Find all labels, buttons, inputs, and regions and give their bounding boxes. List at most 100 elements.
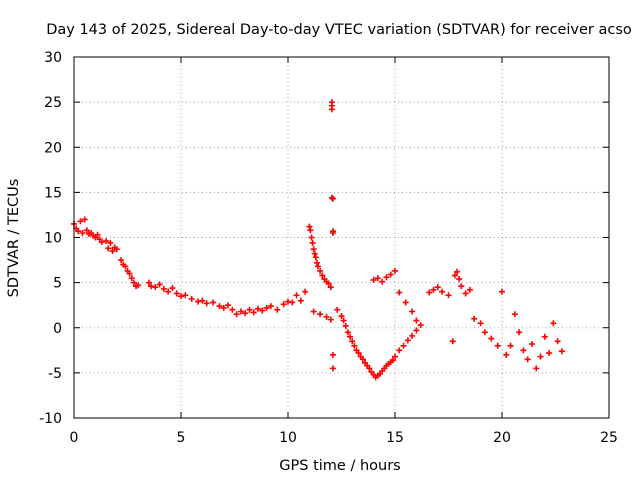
data-point [314, 263, 321, 270]
data-point [511, 311, 518, 318]
grid [74, 57, 609, 418]
data-point [528, 340, 535, 347]
data-point [165, 288, 172, 295]
data-point [426, 289, 433, 296]
data-point [402, 299, 409, 306]
series-tracks-late-rise [370, 267, 420, 324]
data-points [71, 99, 565, 381]
data-point [481, 329, 488, 336]
data-point [451, 272, 458, 279]
data-point [400, 342, 407, 349]
data-point [178, 293, 184, 300]
data-point [274, 306, 281, 313]
data-point [317, 311, 324, 318]
y-tick-label: 20 [44, 140, 62, 156]
series-tracks-trough [310, 306, 424, 381]
data-point [130, 279, 137, 286]
data-point [524, 356, 531, 363]
data-point [98, 239, 105, 246]
data-point [383, 274, 390, 281]
data-point [173, 290, 180, 297]
data-point [107, 239, 114, 246]
data-point [409, 332, 416, 339]
x-tick-label: 0 [70, 430, 79, 446]
data-point [309, 239, 316, 246]
data-point [466, 286, 473, 293]
data-point [103, 238, 110, 245]
data-point [558, 348, 565, 355]
data-point [413, 327, 420, 334]
data-point [366, 365, 373, 372]
data-point [308, 234, 315, 241]
data-point [317, 267, 324, 274]
y-tick-label: 0 [53, 321, 62, 337]
data-point [297, 297, 304, 304]
x-tick-label: 5 [177, 430, 186, 446]
data-point [156, 281, 163, 288]
x-axis-label: GPS time / hours [279, 458, 400, 474]
data-point [507, 342, 514, 349]
data-point [255, 305, 262, 312]
data-point [293, 292, 300, 299]
data-point [302, 288, 309, 295]
data-point [289, 299, 296, 306]
data-point [374, 275, 381, 282]
data-point [396, 289, 403, 296]
data-point [307, 227, 314, 234]
data-point [83, 227, 90, 234]
data-point [340, 317, 347, 324]
data-point [520, 347, 527, 354]
x-tick-label: 25 [600, 430, 618, 446]
data-point [409, 308, 416, 315]
data-point [516, 329, 523, 336]
data-point [246, 306, 253, 313]
data-point [242, 310, 249, 317]
y-tick-label: 30 [44, 50, 62, 66]
data-point [109, 248, 116, 255]
data-point [328, 106, 335, 113]
chart-title: Day 143 of 2025, Sidereal Day-to-day VTE… [46, 22, 632, 38]
data-point [327, 284, 334, 291]
data-point [188, 295, 195, 302]
x-tick-label: 15 [386, 430, 404, 446]
data-point [342, 322, 349, 329]
data-point [349, 338, 356, 345]
data-point [370, 276, 377, 283]
data-point [494, 342, 501, 349]
data-point [329, 365, 336, 372]
data-point [449, 338, 456, 345]
data-point [430, 286, 437, 293]
series-tracks-early [71, 216, 120, 255]
data-point [379, 278, 386, 285]
data-point [199, 297, 206, 304]
data-point [128, 275, 135, 282]
data-point [554, 338, 561, 345]
y-axis-label: SDTVAR / TECUs [6, 179, 22, 298]
data-point [306, 223, 313, 230]
data-point [347, 333, 354, 340]
x-tick-label: 20 [493, 430, 511, 446]
y-tick-label: 5 [53, 276, 62, 292]
x-tick-label: 10 [279, 430, 297, 446]
data-point [118, 257, 125, 264]
data-point [328, 194, 335, 201]
data-point [313, 259, 320, 266]
data-point [387, 271, 394, 278]
data-point [267, 303, 274, 310]
data-point [203, 300, 210, 307]
data-point [537, 353, 544, 360]
data-point [105, 245, 112, 252]
data-point [396, 347, 403, 354]
data-point [434, 284, 441, 291]
data-point [145, 279, 152, 286]
data-point [404, 337, 411, 344]
data-point [311, 250, 318, 257]
data-point [122, 263, 129, 270]
data-point [471, 315, 478, 322]
data-point [75, 228, 82, 235]
data-point [355, 350, 362, 357]
data-point [312, 254, 319, 261]
data-point [334, 306, 341, 313]
data-point [546, 350, 553, 357]
